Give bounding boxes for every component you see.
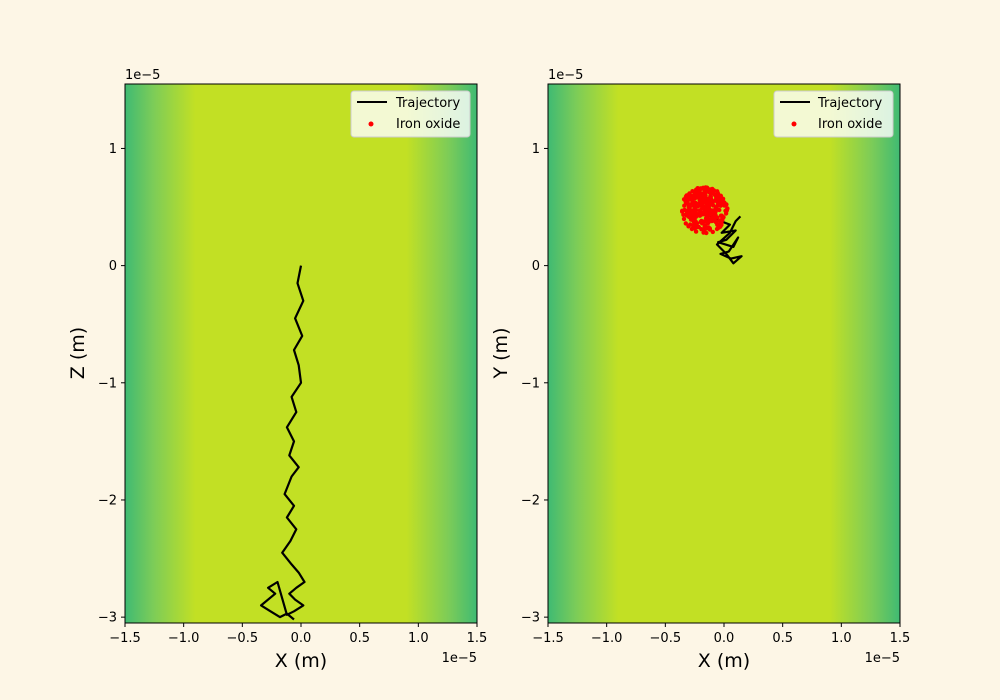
legend-label-trajectory: Trajectory <box>395 96 460 111</box>
x-tick-label: −1.0 <box>168 631 200 646</box>
iron-oxide-point <box>698 195 704 200</box>
iron-oxide-point <box>699 227 704 232</box>
iron-oxide-point <box>688 217 694 222</box>
x-axis-label: X (m) <box>698 650 750 672</box>
iron-oxide-point <box>683 221 688 226</box>
iron-oxide-point <box>693 229 699 234</box>
x-offset-text: 1e−5 <box>865 651 900 666</box>
iron-oxide-point <box>691 203 697 209</box>
x-tick-label: −0.5 <box>650 631 682 646</box>
x-tick-label: −1.0 <box>591 631 623 646</box>
y-tick-label: −1 <box>98 376 117 391</box>
legend-label-trajectory: Trajectory <box>817 96 882 111</box>
y-axis-label: Z (m) <box>67 327 89 379</box>
iron-oxide-point <box>692 212 697 217</box>
iron-oxide-point <box>703 225 708 230</box>
x-tick-label: −0.5 <box>227 631 259 646</box>
plot-marks <box>680 185 743 265</box>
iron-oxide-point <box>719 220 724 226</box>
y-tick-label: 1 <box>532 142 540 157</box>
iron-oxide-point <box>699 221 705 226</box>
x-tick-label: 0.5 <box>772 631 793 646</box>
x-tick-label: 0.0 <box>291 631 312 646</box>
x-tick-label: −1.5 <box>532 631 564 646</box>
y-tick-label: 1 <box>109 142 117 157</box>
iron-oxide-point <box>695 186 700 191</box>
iron-oxide-point <box>685 200 690 205</box>
x-tick-label: 1.0 <box>831 631 852 646</box>
legend-marker-swatch <box>791 121 797 127</box>
x-tick-label: 0.5 <box>349 631 370 646</box>
chart-panel-left: −1.5 −1.0 −0.5 0.0 0.5 1.0 1.5 −3 −2 −1 0 1 1e−5 1e… <box>67 68 487 672</box>
x-tick-label: 1.0 <box>408 631 429 646</box>
y-tick-label: −1 <box>521 376 540 391</box>
x-tick-label: 1.5 <box>467 631 488 646</box>
iron-oxide-point <box>692 224 697 229</box>
iron-oxide-point <box>718 201 723 207</box>
iron-oxide-point <box>706 225 711 230</box>
iron-oxide-point <box>701 185 706 190</box>
legend: Trajectory Iron oxide <box>773 90 894 138</box>
iron-oxide-point <box>722 200 727 205</box>
iron-oxide-point <box>692 192 697 197</box>
iron-oxide-point <box>699 203 705 209</box>
iron-oxide-point <box>723 208 728 213</box>
y-axis-label: Y (m) <box>490 328 512 380</box>
iron-oxide-point <box>693 208 699 213</box>
trajectory-line <box>705 212 743 265</box>
iron-oxide-point <box>703 198 708 203</box>
iron-oxide-point <box>714 194 719 199</box>
iron-oxide-point <box>706 187 711 192</box>
y-offset-text: 1e−5 <box>125 68 160 83</box>
iron-oxide-point <box>705 219 710 224</box>
iron-oxide-point <box>698 209 703 215</box>
iron-oxide-point <box>681 216 687 222</box>
iron-oxide-point <box>719 195 724 201</box>
x-axis-label: X (m) <box>275 650 327 672</box>
iron-oxide-point <box>690 198 695 203</box>
legend-marker-swatch <box>368 121 374 127</box>
iron-oxide-point <box>701 230 706 235</box>
x-offset-text: 1e−5 <box>442 651 477 666</box>
iron-oxide-point <box>708 193 713 199</box>
iron-oxide-point <box>700 191 705 196</box>
plot-marks <box>260 265 306 621</box>
iron-oxide-point <box>704 212 710 218</box>
x-tick-label: 0.0 <box>714 631 735 646</box>
iron-oxide-point <box>682 203 687 208</box>
axis-ticks: −1.5 −1.0 −0.5 0.0 0.5 1.0 1.5 −3 −2 −1 0 1 <box>521 142 911 646</box>
iron-oxide-point <box>703 195 708 200</box>
y-tick-label: −2 <box>98 493 117 508</box>
iron-oxide-point <box>687 213 692 218</box>
iron-oxide-point <box>714 226 720 232</box>
axis-ticks: −1.5 −1.0 −0.5 0.0 0.5 1.0 1.5 −3 −2 −1 0 1 <box>98 142 488 646</box>
iron-oxide-point <box>712 211 718 216</box>
y-tick-label: 0 <box>532 259 540 274</box>
iron-oxide-point <box>708 201 713 206</box>
y-tick-label: −3 <box>521 611 540 626</box>
y-tick-label: −2 <box>521 493 540 508</box>
plot-area-background <box>125 84 477 623</box>
trajectory-line <box>260 265 306 621</box>
iron-oxide-point <box>686 224 691 229</box>
y-offset-text: 1e−5 <box>548 68 583 83</box>
plot-area-background <box>548 84 900 623</box>
x-tick-label: 1.5 <box>890 631 911 646</box>
iron-oxide-point <box>706 208 711 213</box>
iron-oxide-point <box>713 215 718 220</box>
chart-panel-right: −1.5 −1.0 −0.5 0.0 0.5 1.0 1.5 −3 −2 −1 0 1 1e−5 1e… <box>490 68 910 672</box>
y-tick-label: 0 <box>109 259 117 274</box>
iron-oxide-point <box>718 213 724 218</box>
x-tick-label: −1.5 <box>109 631 141 646</box>
iron-oxide-point <box>714 206 720 211</box>
legend-label-iron-oxide: Iron oxide <box>818 117 882 132</box>
iron-oxide-point <box>681 197 687 202</box>
y-tick-label: −3 <box>98 611 117 626</box>
iron-oxide-point <box>718 224 723 229</box>
legend: Trajectory Iron oxide <box>350 90 471 138</box>
legend-label-iron-oxide: Iron oxide <box>396 117 460 132</box>
iron-oxide-point <box>709 190 714 195</box>
iron-oxide-point <box>680 209 685 214</box>
